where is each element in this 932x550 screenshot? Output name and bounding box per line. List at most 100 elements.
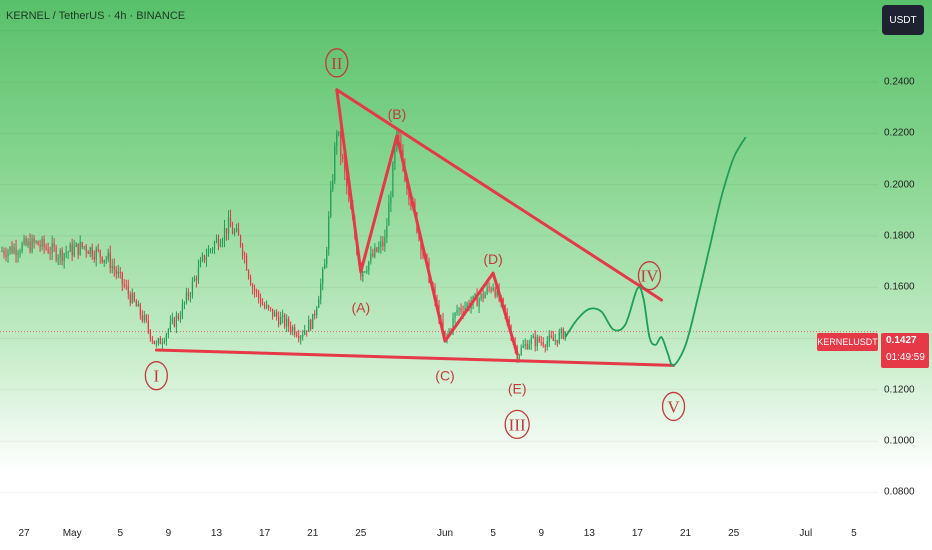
candle-body xyxy=(245,255,248,271)
candle-body xyxy=(520,347,522,355)
candle-body xyxy=(171,318,173,322)
candle-body xyxy=(3,251,5,255)
candle-body xyxy=(364,271,366,273)
candle-body xyxy=(526,343,528,350)
candle-body xyxy=(209,249,212,251)
candle-body xyxy=(386,225,388,238)
candle-body xyxy=(173,318,175,327)
candle-body xyxy=(185,292,188,303)
candle-body xyxy=(540,341,542,343)
candle-body xyxy=(35,241,37,243)
candle-body xyxy=(257,291,260,298)
candle-body xyxy=(79,242,81,255)
x-tick-label: 21 xyxy=(307,528,319,539)
candle-body xyxy=(378,246,380,252)
projection-curve xyxy=(564,136,747,367)
currency-button[interactable]: USDT xyxy=(882,5,924,35)
candle-body xyxy=(476,294,478,307)
candle-body xyxy=(129,293,131,303)
candle-body xyxy=(157,338,159,344)
candle-body xyxy=(239,235,242,246)
candle-body xyxy=(288,318,290,327)
candle-body xyxy=(392,163,394,197)
candle-body xyxy=(125,285,127,287)
candle-body xyxy=(344,159,346,173)
grid xyxy=(0,30,878,493)
candle-body xyxy=(338,131,340,134)
candle-body xyxy=(456,310,458,313)
symbol-tag: KERNELUSDT xyxy=(817,333,878,351)
candle-body xyxy=(93,256,95,260)
candle-body xyxy=(536,337,538,347)
candle-body xyxy=(310,320,312,330)
candle-body xyxy=(308,320,310,332)
candle-body xyxy=(298,336,300,339)
candle-body xyxy=(137,304,139,307)
candle-body xyxy=(384,237,386,246)
candle-body xyxy=(362,271,364,277)
candle-body xyxy=(480,293,482,299)
candle-body xyxy=(61,250,63,261)
x-tick-label: 25 xyxy=(355,528,367,539)
candle-body xyxy=(366,270,368,272)
candle-body xyxy=(490,288,492,291)
candle-body xyxy=(45,247,47,249)
candle-body xyxy=(400,141,402,150)
y-tick-label: 0.1800 xyxy=(884,230,915,242)
candle-body xyxy=(231,227,234,234)
candle-body xyxy=(542,341,544,346)
candle-body xyxy=(9,246,11,251)
candle-body xyxy=(23,238,25,244)
candle-body xyxy=(227,217,230,234)
candle-body xyxy=(448,329,450,335)
candle-body xyxy=(13,247,15,253)
candle-body xyxy=(11,246,13,253)
candle-body xyxy=(330,189,332,217)
wave-label: (B) xyxy=(388,106,407,122)
candle-body xyxy=(27,241,29,246)
candle-body xyxy=(394,150,396,164)
wave-circle xyxy=(637,261,662,291)
candle-body xyxy=(292,327,294,332)
candle-body xyxy=(167,329,169,335)
price-tag: 0.1427 01:49:59 xyxy=(881,333,929,368)
candle-body xyxy=(264,304,266,308)
candle-body xyxy=(49,252,51,254)
x-tick-label: 21 xyxy=(679,528,692,539)
candle-body xyxy=(43,238,45,248)
candle-body xyxy=(169,321,171,330)
candle-body xyxy=(15,247,17,255)
y-tick-label: 0.2000 xyxy=(884,179,915,191)
wave-label: I xyxy=(154,367,160,386)
candle-body xyxy=(235,228,238,232)
candle-body xyxy=(253,288,256,292)
pattern-line-3 xyxy=(335,88,519,356)
candles xyxy=(1,122,566,364)
candle-body xyxy=(444,330,446,338)
candle-body xyxy=(187,292,190,297)
candle-body xyxy=(41,238,43,247)
candle-body xyxy=(426,254,428,261)
candle-body xyxy=(197,266,200,281)
candle-body xyxy=(328,216,330,250)
wave-circle xyxy=(504,409,530,440)
candle-body xyxy=(518,354,520,360)
candle-body xyxy=(306,330,308,332)
candle-body xyxy=(528,344,530,350)
wave-label: (C) xyxy=(435,368,454,384)
y-tick-label: 0.2200 xyxy=(884,127,915,139)
candle-body xyxy=(368,261,370,271)
candle-body xyxy=(83,246,85,248)
candle-body xyxy=(71,244,73,256)
x-tick-label: 17 xyxy=(631,528,643,539)
candle-body xyxy=(318,299,320,308)
candle-body xyxy=(336,133,338,146)
candle-body xyxy=(342,155,344,160)
x-tick-label: 17 xyxy=(259,528,271,539)
candle-body xyxy=(189,294,192,297)
candle-body xyxy=(492,288,494,291)
wave-label: III xyxy=(509,415,526,434)
candle-body xyxy=(390,196,392,204)
